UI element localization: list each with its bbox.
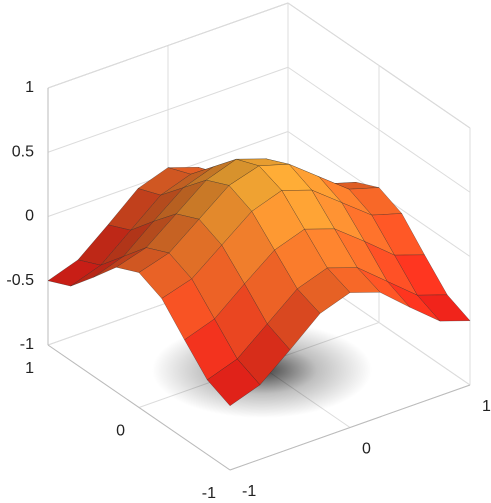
z-tick-label: -1 bbox=[20, 336, 34, 353]
y-axis bbox=[229, 384, 471, 471]
surface bbox=[47, 158, 471, 407]
x-tick-label: 0 bbox=[116, 423, 125, 440]
x-tick-label: 1 bbox=[25, 360, 34, 377]
x-axis bbox=[47, 344, 231, 471]
y-tick-label: 0 bbox=[362, 441, 371, 458]
z-tick-label: 0.5 bbox=[12, 143, 34, 160]
z-tick-label: -0.5 bbox=[6, 272, 34, 289]
y-tick-label: -1 bbox=[242, 483, 256, 500]
x-tick-label: -1 bbox=[202, 485, 216, 502]
tick-labels: -1 -0.5 0 0.5 1 -1 0 1 -1 0 1 bbox=[6, 79, 491, 502]
z-tick-label: 0 bbox=[25, 208, 34, 225]
surface-patch bbox=[206, 358, 261, 407]
y-tick-label: 1 bbox=[482, 398, 491, 415]
z-tick-label: 1 bbox=[25, 79, 34, 96]
